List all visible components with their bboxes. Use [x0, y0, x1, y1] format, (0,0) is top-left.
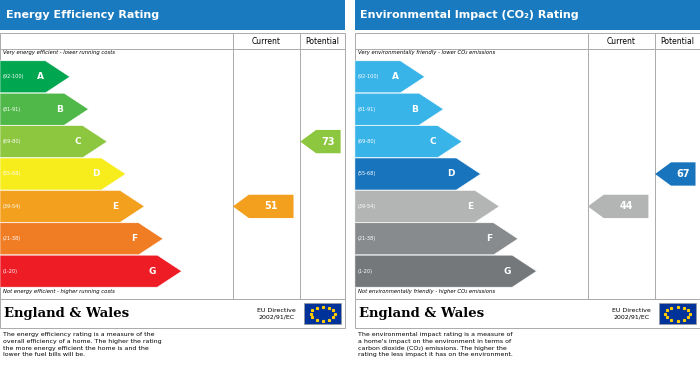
Text: D: D [92, 169, 100, 179]
Bar [304, 303, 341, 325]
Text: C: C [430, 137, 436, 146]
Text: A: A [37, 72, 44, 81]
Bar [0, 0, 345, 30]
Text: (69-80): (69-80) [3, 139, 21, 144]
Text: England & Wales: England & Wales [4, 307, 130, 320]
Text: EU Directive
2002/91/EC: EU Directive 2002/91/EC [612, 308, 651, 319]
Text: Potential: Potential [661, 36, 694, 46]
Polygon shape [355, 126, 462, 158]
Text: E: E [113, 202, 119, 211]
Text: (21-38): (21-38) [358, 236, 376, 241]
Text: (39-54): (39-54) [3, 204, 21, 209]
Text: (55-68): (55-68) [358, 172, 376, 176]
Text: (92-100): (92-100) [358, 74, 379, 79]
Text: G: G [503, 267, 511, 276]
Bar [0, 33, 345, 299]
Text: The environmental impact rating is a measure of
a home's impact on the environme: The environmental impact rating is a mea… [358, 332, 512, 357]
Text: EU Directive
2002/91/EC: EU Directive 2002/91/EC [258, 308, 296, 319]
Text: Current: Current [607, 36, 636, 46]
Text: 44: 44 [620, 201, 633, 212]
Polygon shape [0, 126, 107, 158]
Text: Energy Efficiency Rating: Energy Efficiency Rating [6, 10, 159, 20]
Text: Potential: Potential [306, 36, 340, 46]
Text: (39-54): (39-54) [358, 204, 376, 209]
Text: (92-100): (92-100) [3, 74, 25, 79]
Polygon shape [355, 61, 425, 93]
Bar [0, 299, 345, 328]
Text: E: E [468, 202, 474, 211]
Text: Current: Current [252, 36, 281, 46]
Text: (81-91): (81-91) [3, 107, 21, 112]
Bar [659, 303, 696, 325]
Polygon shape [355, 158, 481, 190]
Text: F: F [486, 234, 492, 243]
Text: England & Wales: England & Wales [359, 307, 484, 320]
Polygon shape [0, 255, 182, 287]
Text: B: B [411, 105, 418, 114]
Polygon shape [655, 162, 696, 186]
Text: 67: 67 [676, 169, 690, 179]
Polygon shape [355, 93, 443, 125]
Polygon shape [355, 223, 518, 255]
Polygon shape [588, 195, 648, 218]
Polygon shape [300, 130, 341, 153]
Text: (69-80): (69-80) [358, 139, 376, 144]
Bar [355, 0, 700, 30]
Text: G: G [148, 267, 156, 276]
Text: (1-20): (1-20) [3, 269, 18, 274]
Polygon shape [233, 195, 293, 218]
Polygon shape [355, 190, 499, 222]
Text: B: B [56, 105, 63, 114]
Text: The energy efficiency rating is a measure of the
overall efficiency of a home. T: The energy efficiency rating is a measur… [3, 332, 162, 357]
Text: Environmental Impact (CO₂) Rating: Environmental Impact (CO₂) Rating [360, 10, 579, 20]
Text: Not environmentally friendly - higher CO₂ emissions: Not environmentally friendly - higher CO… [358, 289, 495, 294]
Text: Very environmentally friendly - lower CO₂ emissions: Very environmentally friendly - lower CO… [358, 50, 495, 55]
Text: Not energy efficient - higher running costs: Not energy efficient - higher running co… [3, 289, 115, 294]
Text: (81-91): (81-91) [358, 107, 376, 112]
Text: (1-20): (1-20) [358, 269, 372, 274]
Polygon shape [0, 93, 88, 125]
Polygon shape [0, 190, 144, 222]
Bar [355, 33, 700, 299]
Polygon shape [0, 61, 70, 93]
Text: C: C [75, 137, 81, 146]
Text: 73: 73 [321, 136, 335, 147]
Text: A: A [392, 72, 399, 81]
Text: D: D [447, 169, 455, 179]
Polygon shape [355, 255, 537, 287]
Text: (55-68): (55-68) [3, 172, 21, 176]
Polygon shape [0, 223, 163, 255]
Text: 51: 51 [265, 201, 278, 212]
Polygon shape [0, 158, 126, 190]
Text: (21-38): (21-38) [3, 236, 21, 241]
Text: F: F [131, 234, 137, 243]
Text: Very energy efficient - lower running costs: Very energy efficient - lower running co… [3, 50, 115, 55]
Bar [355, 299, 700, 328]
